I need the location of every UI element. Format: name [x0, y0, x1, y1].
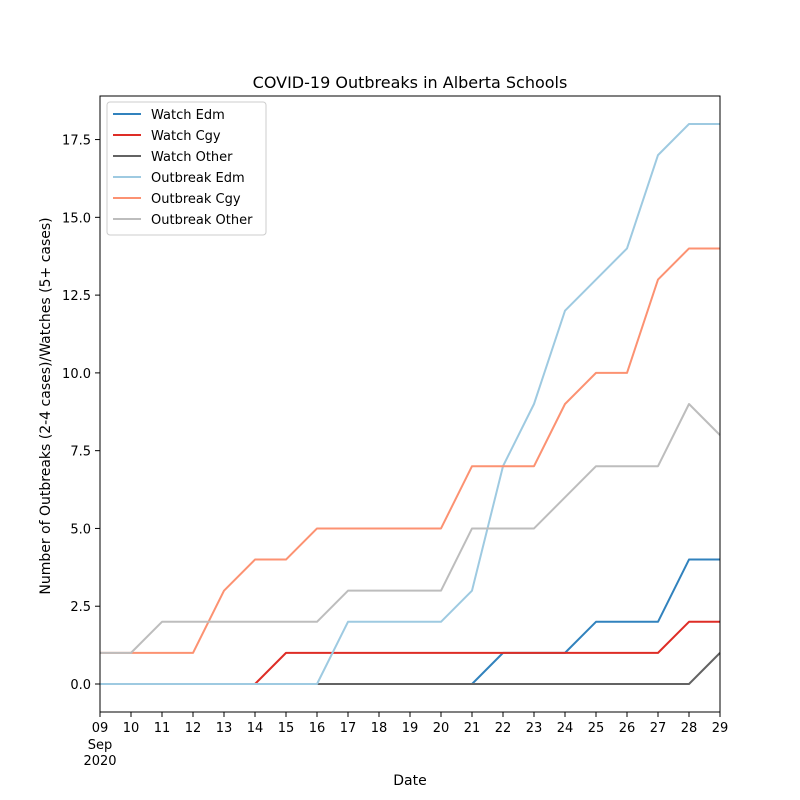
x-tick-label: 29	[712, 721, 729, 736]
x-tick-label: 18	[371, 721, 388, 736]
y-tick-label: 10.0	[62, 367, 91, 382]
x-tick-label: 13	[216, 721, 233, 736]
chart-title: COVID-19 Outbreaks in Alberta Schools	[253, 73, 568, 92]
series-line-outbreak-other	[100, 403, 721, 654]
y-tick-label: 7.5	[70, 445, 91, 460]
x-tick-label: 14	[247, 721, 264, 736]
x-axis-label: Date	[393, 773, 426, 789]
x-tick-label: 27	[650, 721, 667, 736]
legend: Watch Edm Watch Cgy Watch Other Outbreak Ed…	[106, 101, 267, 236]
legend-label: Watch Other	[151, 150, 233, 165]
x-tick-label: 09	[92, 721, 109, 736]
y-axis: 0.0 2.5 5.0 7.5 10.0 12.5 15.0 17.5	[62, 134, 100, 693]
series-line-outbreak-cgy	[100, 247, 720, 654]
y-tick-label: 5.0	[70, 522, 91, 537]
x-tick-label: 15	[278, 721, 295, 736]
x-tick-label: 21	[464, 721, 481, 736]
legend-label: Watch Cgy	[151, 129, 221, 144]
y-axis-label: Number of Outbreaks (2-4 cases)/Watches …	[38, 217, 54, 594]
legend-box	[106, 101, 267, 236]
legend-label: Watch Edm	[151, 108, 225, 123]
x-tick-label: 20	[433, 721, 450, 736]
y-tick-label: 0.0	[70, 678, 91, 693]
legend-label: Outbreak Other	[151, 213, 253, 228]
x-tick-label: 26	[619, 721, 636, 736]
x-tick-label: 24	[557, 721, 574, 736]
x-tick-label: 19	[402, 721, 419, 736]
x-tick-label: 23	[526, 721, 543, 736]
x-tick-label: 22	[495, 721, 512, 736]
y-tick-label: 2.5	[70, 600, 91, 615]
series-line-outbreak-edm	[100, 123, 720, 685]
x-tick-label: 25	[588, 721, 605, 736]
x-tick-label: 16	[309, 721, 326, 736]
y-tick-label: 12.5	[62, 289, 91, 304]
x-tick-label: 10	[123, 721, 140, 736]
y-tick-label: 17.5	[62, 134, 91, 149]
x-tick-sublabel: Sep	[88, 738, 113, 753]
x-tick-label: 17	[340, 721, 357, 736]
legend-label: Outbreak Cgy	[151, 192, 241, 207]
x-tick-label: 11	[154, 721, 171, 736]
x-tick-label: 12	[185, 721, 202, 736]
x-tick-label: 28	[681, 721, 698, 736]
y-tick-label: 15.0	[62, 211, 91, 226]
x-axis: 09 10 11 12 13 14 15 16 17 18 19 20 21 22 23 24 25 26 27 28…	[83, 712, 728, 769]
x-tick-sublabel: 2020	[83, 754, 116, 769]
legend-label: Outbreak Edm	[151, 171, 245, 186]
